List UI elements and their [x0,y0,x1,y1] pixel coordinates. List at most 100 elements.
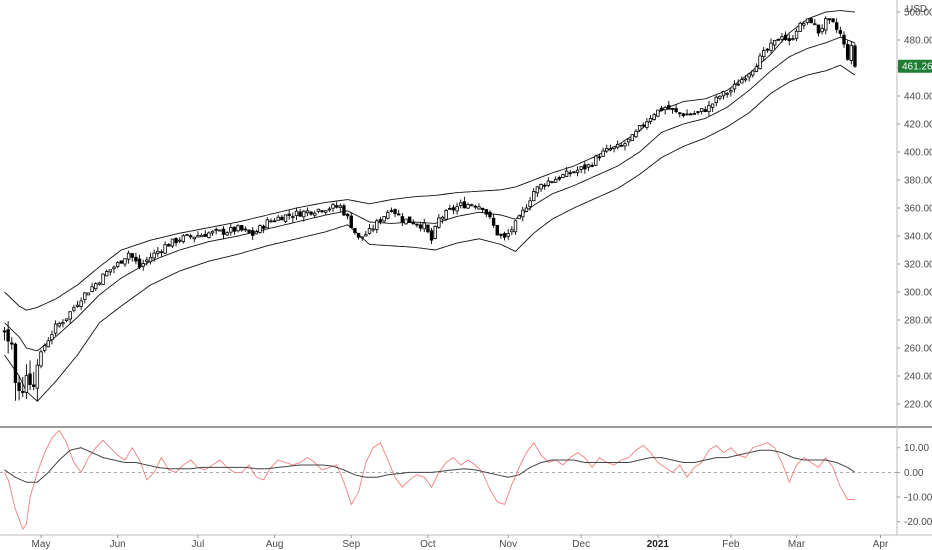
price-tick-label: 440.00 [904,92,932,103]
candle-body [586,164,591,168]
candle-body [371,228,375,231]
candle-body [199,234,204,238]
candle-body [721,91,726,97]
price-tick-label: 300.00 [904,288,932,299]
candle-body [83,292,87,300]
candle-body [396,213,401,216]
candle-body [772,39,777,46]
candle-body [250,230,255,236]
price-tick-label: 400.00 [904,148,932,159]
candle-body [729,90,733,93]
time-axis[interactable]: May Jun Jul Aug Sep Oct Nov Dec 2021 Feb Mar Apr [32,535,889,550]
candle-body [510,229,514,233]
candle-body [21,391,25,393]
candle-body [13,343,18,383]
candle-body [207,232,211,238]
candle-body [214,228,218,231]
time-tick-label: Feb [722,539,740,550]
candle-body [477,206,481,210]
price-tick-label: 480.00 [904,36,932,47]
price-pane[interactable] [2,10,857,402]
candle-body [590,165,594,167]
price-tick-label: 240.00 [904,372,932,383]
candle-body [17,382,21,391]
candle-body [145,259,149,262]
candle-body [842,34,846,45]
candle-body [188,235,193,238]
candle-body [743,78,748,81]
candle-body [528,200,532,207]
oscillator-tick-label: -10.00 [904,493,932,504]
candle-body [491,217,496,226]
oscillator-axis[interactable]: 10.00 0.00 -10.00 -20.00 [897,443,932,528]
last-price-badge-bg [898,59,932,73]
candle-body [601,150,605,157]
candle-body [466,204,470,209]
candle-body [61,322,65,325]
candle-body [407,216,412,223]
candle-body [616,143,620,148]
time-tick-label: Dec [572,539,590,550]
candle-body [331,204,335,209]
candle-body [79,300,83,307]
candle-body [667,104,671,110]
currency-label: USD [906,4,927,15]
candle-body [46,340,50,348]
candle-body [349,215,353,228]
candle-body [831,18,835,23]
candle-body [725,92,729,95]
candle-body [776,38,780,41]
time-tick-label: Jun [110,539,126,550]
candle-body [181,235,186,242]
candle-body [853,45,857,67]
candle-body [663,106,667,111]
candle-body [167,244,171,247]
candle-body [174,238,178,244]
candle-body [86,292,91,296]
candle-body [550,181,554,184]
candle-body [645,121,649,128]
candle-body [696,111,700,113]
candle-body [404,218,408,225]
candle-body [342,205,346,216]
candle-body [243,228,248,231]
candle-body [762,50,766,57]
candle-body [2,330,7,333]
candle-body [787,38,791,42]
candle-body [805,18,810,23]
price-axis[interactable]: USD 220.00 240.00 260.00 280.00 300.00 320.00… [897,4,932,411]
time-tick-label: 2021 [647,539,670,550]
candle-body [678,112,682,115]
candle-body [247,229,251,233]
candle-body [561,174,565,178]
candle-body [119,260,123,264]
oscillator-pane[interactable] [0,429,897,531]
candle-body [10,342,14,345]
candle-body [177,239,182,242]
candle-body [513,220,518,233]
bollinger-bands [4,10,856,402]
candle-body [820,27,824,33]
candle-body [313,212,317,216]
candle-body [732,83,737,90]
candle-body [254,231,259,235]
candle-body [564,170,569,177]
candle-body [634,130,638,138]
candle-body [572,171,576,174]
candle-body [659,107,664,112]
candle-body [429,230,434,241]
candle-body [689,113,693,116]
band-upper-line [4,10,855,311]
candle-body [802,23,806,26]
candle-body [783,34,788,41]
candle-body [141,263,145,267]
oscillator-fast-line [4,429,855,531]
candle-body [196,235,200,238]
candle-body [356,232,361,238]
candle-body [112,266,116,270]
candle-body [258,225,262,233]
candle-body [338,205,342,208]
candle-body [68,311,72,320]
